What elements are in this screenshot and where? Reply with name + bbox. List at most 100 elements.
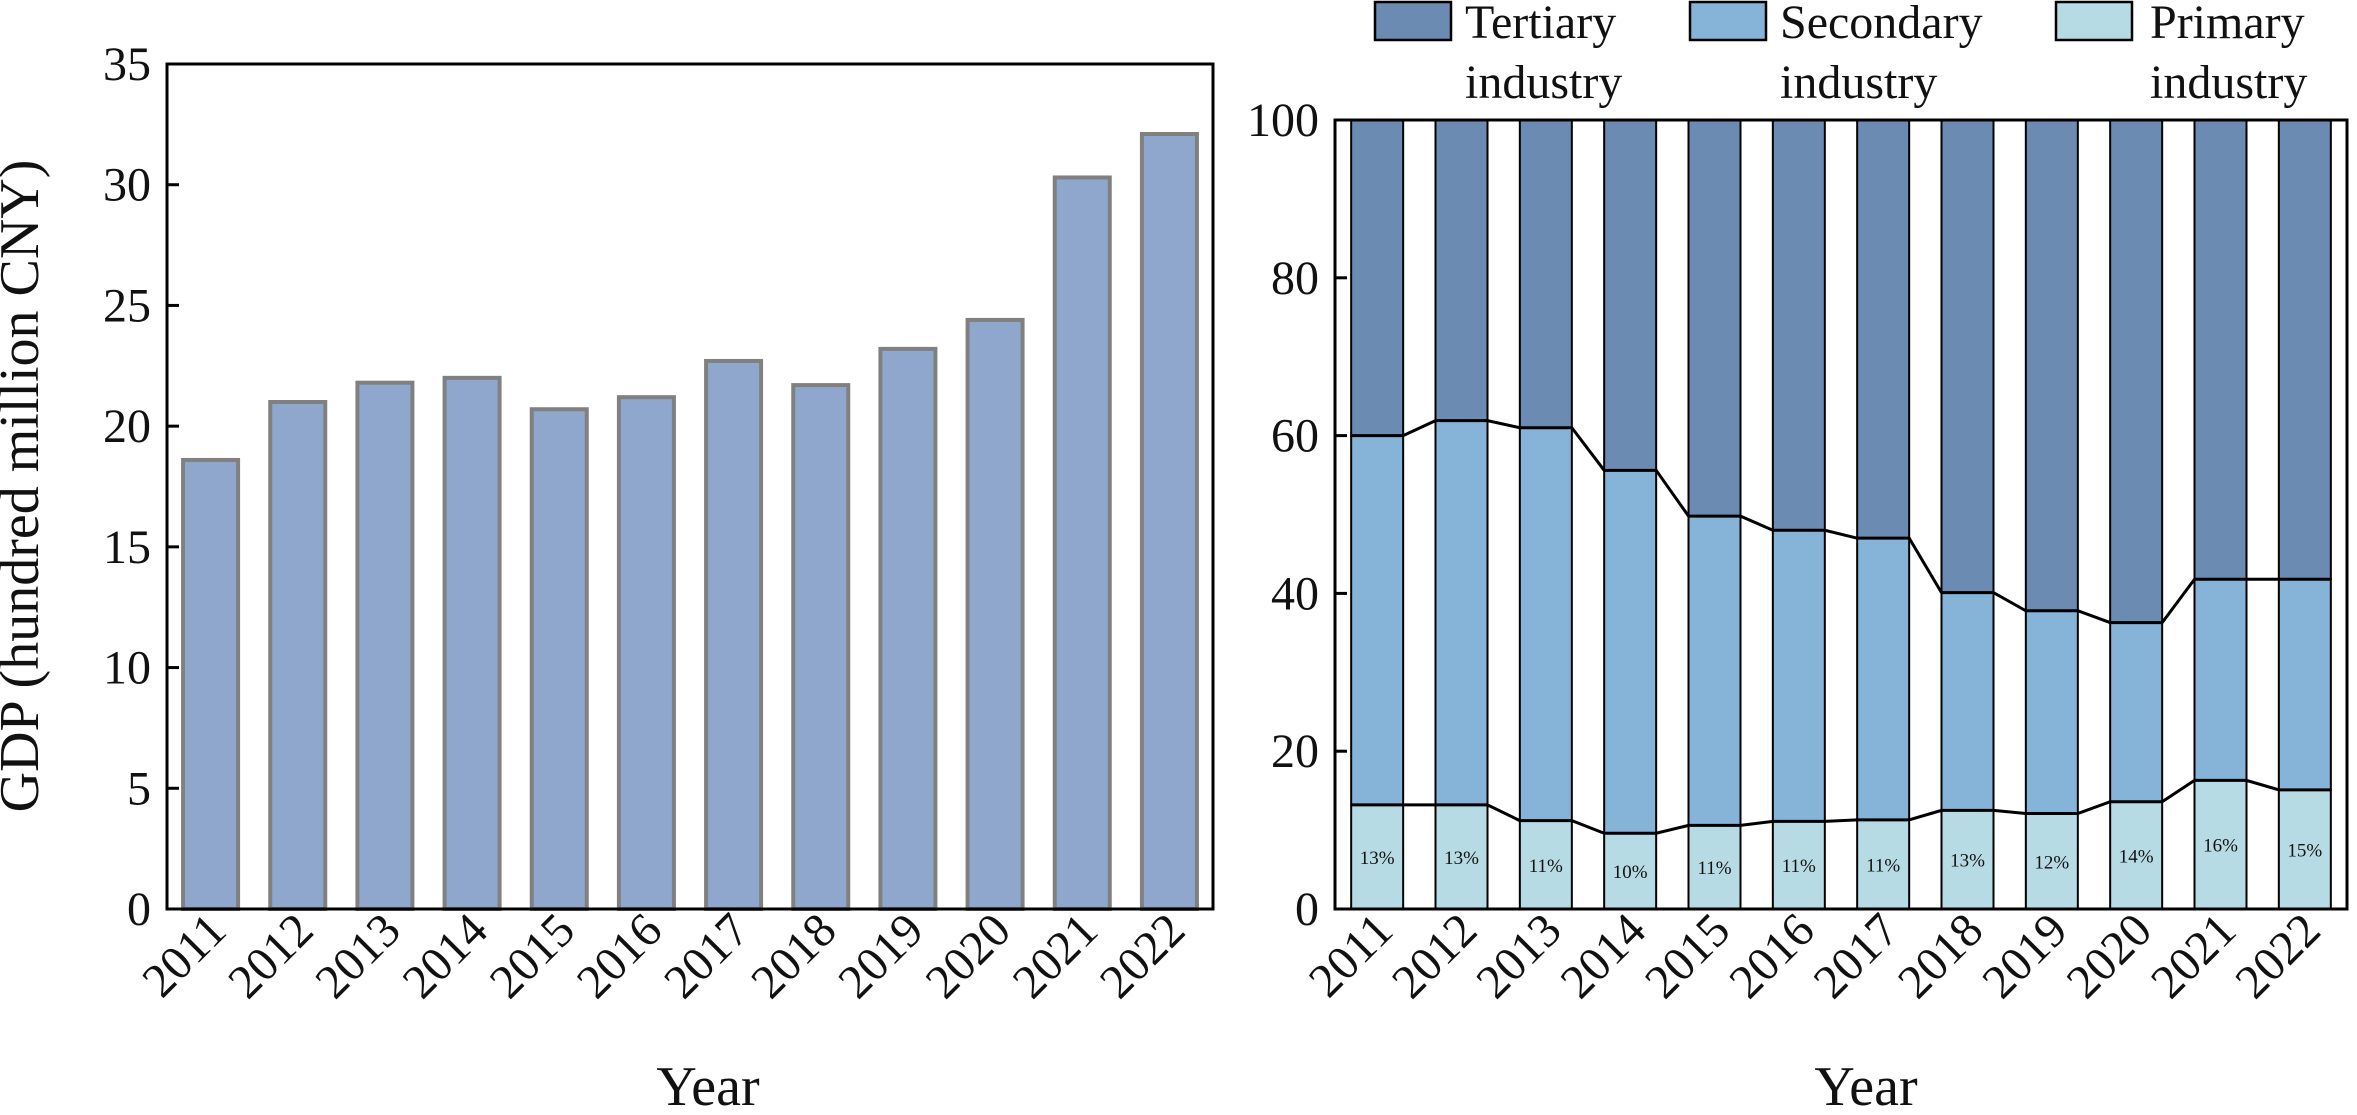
legend-label-tertiary-line1: Tertiary <box>1465 0 1616 49</box>
gdp-y-tick-label: 20 <box>103 400 151 453</box>
legend-label-secondary-line2: industry <box>1780 56 1937 109</box>
stack-segment-secondary-2012 <box>1434 419 1489 806</box>
primary-share-label-2013: 11% <box>1529 856 1563 877</box>
stack-segment-tertiary-2019 <box>2024 119 2079 612</box>
legend-label-primary-line1: Primary <box>2150 0 2305 49</box>
industry-x-ticks: 2011201220132014201520162017201820192020… <box>1299 903 2331 1008</box>
gdp-y-tick-label: 5 <box>127 762 151 815</box>
industry-x-tick-label: 2019 <box>1972 903 2077 1008</box>
primary-share-label-2016: 11% <box>1782 856 1816 877</box>
gdp-bar-2015 <box>529 407 589 911</box>
gdp-bar-2022 <box>1139 132 1199 911</box>
stack-segment-secondary-2017 <box>1856 537 1911 821</box>
stack-segment-secondary-2013 <box>1518 426 1573 822</box>
gdp-x-tick-label: 2021 <box>1003 903 1108 1008</box>
industry-y-ticks: 0 20 40 60 80 100 <box>1247 94 1347 936</box>
industry-x-tick-label: 2018 <box>1888 903 1993 1008</box>
gdp-bar-2020 <box>965 317 1025 911</box>
industry-x-axis-title: Year <box>1814 1056 1918 1110</box>
industry-y-tick-label: 60 <box>1271 410 1319 463</box>
stack-segment-secondary-2019 <box>2024 609 2079 815</box>
gdp-x-axis-title: Year <box>656 1056 760 1110</box>
gdp-x-tick-label: 2019 <box>828 903 933 1008</box>
gdp-chart: 0 5 10 15 20 25 30 35 2011201220132014201520162… <box>0 38 1215 1115</box>
gdp-bars <box>181 132 1199 912</box>
gdp-y-tick-label: 0 <box>127 883 151 936</box>
industry-x-tick-label: 2022 <box>2225 903 2330 1008</box>
stack-segment-tertiary-2018 <box>1940 119 1995 594</box>
primary-share-label-2015: 11% <box>1697 858 1731 879</box>
gdp-bar-2011 <box>181 457 241 911</box>
stack-segment-primary-2022 <box>2277 788 2332 911</box>
gdp-y-tick-label: 30 <box>103 159 151 212</box>
industry-x-tick-label: 2020 <box>2057 903 2162 1008</box>
gdp-bar-2018 <box>791 383 851 912</box>
stack-segment-tertiary-2014 <box>1603 119 1658 472</box>
industry-x-tick-label: 2016 <box>1719 903 1824 1008</box>
stack-segment-tertiary-2021 <box>2193 119 2248 581</box>
gdp-y-tick-label: 25 <box>103 279 151 332</box>
stack-segment-secondary-2018 <box>1940 591 1995 812</box>
gdp-bar-2019 <box>878 346 938 911</box>
industry-y-tick-label: 80 <box>1271 252 1319 305</box>
stack-segment-tertiary-2020 <box>2109 119 2164 624</box>
industry-x-tick-label: 2015 <box>1635 903 1740 1008</box>
industry-plot-frame <box>1333 118 2349 911</box>
industry-boundary-lines <box>1351 419 2331 835</box>
stack-segment-secondary-2011 <box>1350 434 1405 806</box>
stack-segment-tertiary-2013 <box>1518 119 1573 429</box>
industry-x-tick-label: 2013 <box>1466 903 1571 1008</box>
industry-y-tick-label: 20 <box>1271 725 1319 778</box>
industry-y-tick-label: 0 <box>1295 883 1319 936</box>
gdp-x-tick-label: 2022 <box>1090 903 1195 1008</box>
gdp-x-tick-label: 2017 <box>654 903 759 1008</box>
gdp-bar-2012 <box>268 400 328 911</box>
stack-segment-primary-2016 <box>1771 820 1826 911</box>
industry-structure-chart: 13% 13% 11% 10% 11% 11% 11% 13% 12% 14%16% 15% 020… <box>1247 0 2349 1115</box>
gdp-y-tick-label: 15 <box>103 521 151 574</box>
legend-label-secondary-line1: Secondary <box>1780 0 1983 49</box>
stack-segment-primary-2019 <box>2024 812 2079 911</box>
stack-segment-primary-2011 <box>1350 803 1405 910</box>
stack-segment-secondary-2016 <box>1771 529 1826 823</box>
legend-swatch-secondary <box>1688 0 1768 42</box>
primary-share-label-2022: 15% <box>2287 840 2322 861</box>
gdp-bar-2017 <box>704 358 764 911</box>
legend-label-primary-line2: industry <box>2150 56 2307 109</box>
industry-stacked-bars <box>1350 119 2332 911</box>
industry-y-tick-label: 40 <box>1271 567 1319 620</box>
legend-swatch-primary <box>2054 0 2134 42</box>
stack-segment-tertiary-2011 <box>1350 119 1405 437</box>
industry-legend: Tertiary industry Secondary industry Pri… <box>1373 0 2307 109</box>
gdp-x-tick-label: 2020 <box>916 903 1021 1008</box>
stack-segment-primary-2018 <box>1940 809 1995 910</box>
primary-share-label-2014: 10% <box>1613 862 1648 883</box>
stack-segment-tertiary-2016 <box>1771 119 1826 532</box>
industry-x-tick-label: 2021 <box>2141 903 2246 1008</box>
stack-segment-secondary-2022 <box>2277 578 2332 791</box>
stack-segment-secondary-2021 <box>2193 578 2248 782</box>
secondary-top-line <box>1351 419 2331 625</box>
stack-segment-tertiary-2015 <box>1687 119 1742 518</box>
stack-segment-secondary-2014 <box>1603 469 1658 835</box>
stack-segment-tertiary-2012 <box>1434 119 1489 422</box>
stack-segment-primary-2013 <box>1518 819 1573 911</box>
primary-share-label-2020: 14% <box>2119 846 2154 867</box>
gdp-x-tick-label: 2015 <box>480 903 585 1008</box>
stack-segment-secondary-2015 <box>1687 515 1742 827</box>
primary-top-line <box>1351 778 2331 835</box>
stack-segment-primary-2017 <box>1856 818 1911 911</box>
industry-x-tick-label: 2017 <box>1804 903 1909 1008</box>
primary-share-label-2017: 11% <box>1866 855 1900 876</box>
gdp-x-tick-label: 2014 <box>393 903 498 1008</box>
primary-share-label-2018: 13% <box>1950 851 1985 872</box>
stack-segment-tertiary-2022 <box>2277 119 2332 581</box>
stack-segment-secondary-2020 <box>2109 621 2164 803</box>
gdp-bar-2016 <box>616 395 676 911</box>
primary-share-label-2012: 13% <box>1444 848 1479 869</box>
gdp-plot-frame <box>165 62 1215 911</box>
primary-share-label-2021: 16% <box>2203 836 2238 857</box>
stack-segment-tertiary-2017 <box>1856 119 1911 540</box>
